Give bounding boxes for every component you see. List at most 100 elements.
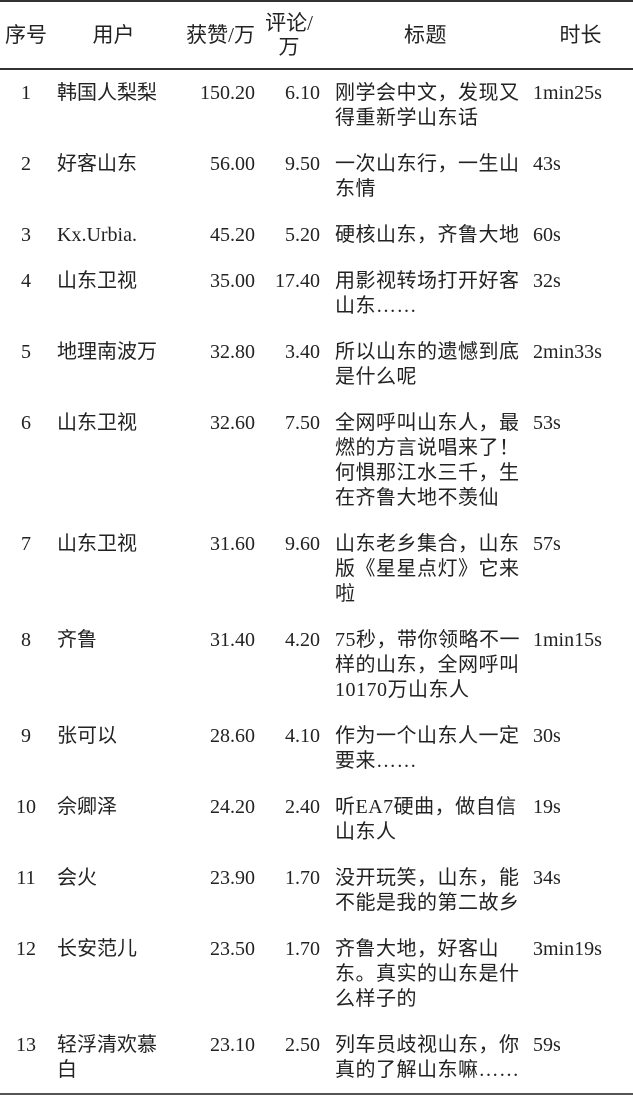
cell-user: 山东卫视 <box>57 412 137 434</box>
table-row: 10 佘卿泽 24.20 2.40 听EA7硬曲，做自信山东人 19s <box>0 784 633 855</box>
table-row: 11 会火 23.90 1.70 没开玩笑，山东，能不能是我的第二故乡 34s <box>0 855 633 926</box>
cell-likes: 24.20 <box>210 796 255 818</box>
header-user: 用户 <box>92 23 135 47</box>
cell-likes: 23.10 <box>210 1034 255 1056</box>
cell-user: 好客山东 <box>57 153 137 175</box>
cell-duration: 32s <box>533 270 561 292</box>
cell-likes: 45.20 <box>210 224 255 246</box>
cell-index: 2 <box>21 153 31 175</box>
cell-index: 5 <box>21 341 31 363</box>
cell-user: 长安范儿 <box>57 938 137 960</box>
cell-duration: 1min15s <box>533 629 602 651</box>
cell-title: 没开玩笑，山东，能不能是我的第二故乡 <box>335 867 520 914</box>
cell-title: 一次山东行，一生山东情 <box>335 153 520 200</box>
cell-comments: 1.70 <box>285 867 320 889</box>
table-row: 5 地理南波万 32.80 3.40 所以山东的遗憾到底是什么呢 2min33s <box>0 329 633 400</box>
cell-comments: 4.10 <box>285 725 320 747</box>
cell-likes: 32.80 <box>210 341 255 363</box>
cell-title: 硬核山东，齐鲁大地 <box>335 224 520 246</box>
cell-user: 佘卿泽 <box>57 796 117 818</box>
cell-title: 山东老乡集合，山东版《星星点灯》它来啦 <box>335 533 520 605</box>
cell-comments: 1.70 <box>285 938 320 960</box>
table-header-row: 序号 用户 获赞/万 评论/万 标题 时长 <box>0 1 633 69</box>
cell-index: 10 <box>16 796 36 818</box>
cell-duration: 1min25s <box>533 82 602 104</box>
cell-user: 齐鲁 <box>57 629 97 651</box>
cell-duration: 53s <box>533 412 561 434</box>
cell-user: 山东卫视 <box>57 533 137 555</box>
table-row: 7 山东卫视 31.60 9.60 山东老乡集合，山东版《星星点灯》它来啦 57s <box>0 521 633 617</box>
cell-comments: 5.20 <box>285 224 320 246</box>
table-row: 3 Kx.Urbia. 45.20 5.20 硬核山东，齐鲁大地 60s <box>0 212 633 258</box>
table-row: 1 韩国人梨梨 150.20 6.10 刚学会中文，发现又得重新学山东话 1min25s <box>0 69 633 141</box>
cell-comments: 6.10 <box>285 82 320 104</box>
cell-title: 刚学会中文，发现又得重新学山东话 <box>335 82 520 129</box>
cell-user: 韩国人梨梨 <box>57 82 157 104</box>
cell-duration: 2min33s <box>533 341 602 363</box>
cell-user: 张可以 <box>57 725 117 747</box>
cell-user: 会火 <box>57 867 97 889</box>
cell-likes: 31.60 <box>210 533 255 555</box>
cell-user: 地理南波万 <box>57 341 157 363</box>
cell-title: 用影视转场打开好客山东…… <box>335 270 520 317</box>
cell-index: 6 <box>21 412 31 434</box>
table-row: 8 齐鲁 31.40 4.20 75秒，带你领略不一样的山东，全网呼叫10170万山东人… <box>0 617 633 713</box>
cell-duration: 30s <box>533 725 561 747</box>
cell-index: 8 <box>21 629 31 651</box>
cell-comments: 3.40 <box>285 341 320 363</box>
cell-likes: 56.00 <box>210 153 255 175</box>
cell-likes: 28.60 <box>210 725 255 747</box>
header-likes: 获赞/万 <box>186 23 255 47</box>
cell-comments: 4.20 <box>285 629 320 651</box>
cell-index: 4 <box>21 270 31 292</box>
cell-index: 9 <box>21 725 31 747</box>
cell-title: 75秒，带你领略不一样的山东，全网呼叫10170万山东人 <box>335 629 520 701</box>
cell-title: 齐鲁大地，好客山东。真实的山东是什么样子的 <box>335 938 520 1010</box>
cell-title: 全网呼叫山东人，最燃的方言说唱来了！何惧那江水三千，生在齐鲁大地不羡仙 <box>335 412 520 509</box>
cell-comments: 2.40 <box>285 796 320 818</box>
cell-user: Kx.Urbia. <box>57 224 137 246</box>
cell-likes: 32.60 <box>210 412 255 434</box>
cell-title: 列车员歧视山东，你真的了解山东嘛…… <box>335 1034 520 1081</box>
cell-duration: 19s <box>533 796 561 818</box>
cell-index: 13 <box>16 1034 36 1056</box>
cell-duration: 57s <box>533 533 561 555</box>
header-comments: 评论/万 <box>258 1 323 69</box>
cell-index: 11 <box>16 867 36 889</box>
cell-duration: 3min19s <box>533 938 602 960</box>
cell-index: 1 <box>21 82 31 104</box>
cell-user: 山东卫视 <box>57 270 137 292</box>
cell-duration: 60s <box>533 224 561 246</box>
cell-comments: 7.50 <box>285 412 320 434</box>
cell-duration: 34s <box>533 867 561 889</box>
header-title: 标题 <box>404 23 447 47</box>
cell-comments: 2.50 <box>285 1034 320 1056</box>
header-duration: 时长 <box>559 23 602 47</box>
cell-likes: 31.40 <box>210 629 255 651</box>
cell-title: 听EA7硬曲，做自信山东人 <box>335 796 517 843</box>
cell-likes: 23.90 <box>210 867 255 889</box>
cell-title: 所以山东的遗憾到底是什么呢 <box>335 341 520 388</box>
table-row: 2 好客山东 56.00 9.50 一次山东行，一生山东情 43s <box>0 141 633 212</box>
cell-index: 7 <box>21 533 31 555</box>
header-comments-line2: 万 <box>278 35 300 59</box>
table-row: 9 张可以 28.60 4.10 作为一个山东人一定要来…… 30s <box>0 713 633 784</box>
cell-index: 12 <box>16 938 36 960</box>
cell-likes: 35.00 <box>210 270 255 292</box>
cell-comments: 17.40 <box>275 270 320 292</box>
cell-comments: 9.50 <box>285 153 320 175</box>
cell-title: 作为一个山东人一定要来…… <box>335 725 520 772</box>
cell-duration: 43s <box>533 153 561 175</box>
cell-likes: 150.20 <box>200 82 255 104</box>
table-body: 1 韩国人梨梨 150.20 6.10 刚学会中文，发现又得重新学山东话 1min25s 2… <box>0 69 633 1094</box>
cell-index: 3 <box>21 224 31 246</box>
header-comments-line1: 评论/ <box>265 11 313 35</box>
table-row: 13 轻浮清欢慕白 23.10 2.50 列车员歧视山东，你真的了解山东嘛…… 59s <box>0 1022 633 1094</box>
table-row: 12 长安范儿 23.50 1.70 齐鲁大地，好客山东。真实的山东是什么样子的 3min… <box>0 926 633 1022</box>
cell-likes: 23.50 <box>210 938 255 960</box>
header-index: 序号 <box>5 23 47 47</box>
cell-duration: 59s <box>533 1034 561 1056</box>
cell-comments: 9.60 <box>285 533 320 555</box>
table-row: 4 山东卫视 35.00 17.40 用影视转场打开好客山东…… 32s <box>0 258 633 329</box>
